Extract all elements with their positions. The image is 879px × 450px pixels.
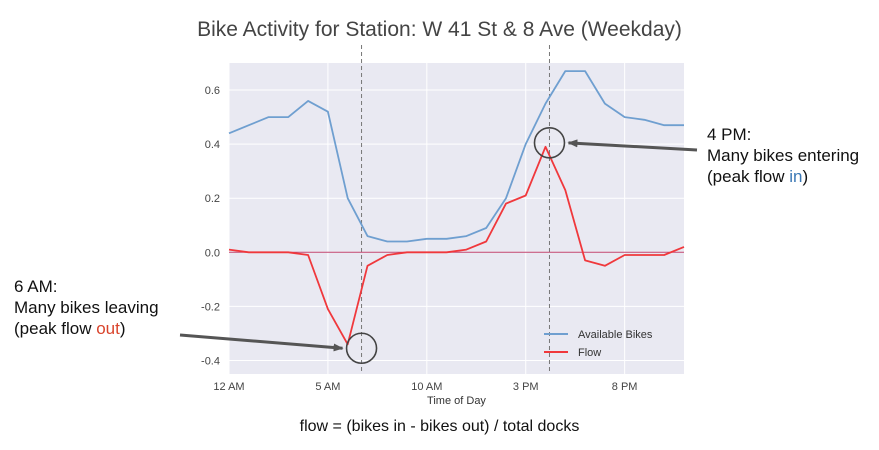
y-tick-label: 0.0 [205, 247, 220, 259]
x-axis-label: Time of Day [427, 395, 486, 407]
annotation-line: (peak flow out) [14, 318, 159, 339]
annotation-highlight-out: out [96, 319, 120, 338]
x-tick-label: 12 AM [213, 381, 244, 393]
chart-title: Bike Activity for Station: W 41 St & 8 A… [197, 18, 682, 41]
arrow-to-peak-out [179, 333, 344, 352]
annotation-line: 4 PM: [707, 125, 752, 144]
reference-lines [229, 45, 684, 374]
annotation-line: Many bikes entering [707, 146, 860, 165]
y-tick-label: 0.2 [205, 193, 220, 205]
flow-formula-caption: flow = (bikes in - bikes out) / total do… [299, 418, 580, 435]
legend: Available Bikes Flow [544, 329, 653, 359]
annotation-suffix: ) [119, 319, 126, 338]
arrow-to-peak-in [567, 139, 698, 152]
y-tick-label: -0.2 [201, 301, 220, 313]
y-tick-label: 0.6 [205, 85, 220, 97]
legend-label: Available Bikes [578, 329, 653, 341]
x-tick-label: 3 PM [513, 381, 539, 393]
series-lines [228, 70, 685, 346]
series-line-flow [228, 145, 685, 346]
legend-label: Flow [578, 347, 601, 359]
x-tick-label: 10 AM [411, 381, 442, 393]
annotation-prefix: (peak flow [14, 319, 97, 338]
peak-out-circle [345, 332, 378, 365]
annotation-line: (peak flow in) [707, 166, 859, 187]
y-tick-labels: 0.6 0.4 0.2 0.0 -0.2 -0.4 [201, 85, 220, 367]
annotation-6am: 6 AM: Many bikes leaving (peak flow out) [14, 276, 159, 339]
x-tick-label: 8 PM [612, 381, 638, 393]
annotation-prefix: (peak flow [707, 167, 790, 186]
annotation-suffix: ) [802, 167, 809, 186]
gridlines [228, 63, 684, 374]
callout-markers [179, 127, 698, 365]
y-tick-label: -0.4 [201, 355, 220, 367]
series-line-available-bikes [228, 70, 684, 243]
x-tick-labels: 12 AM 5 AM 10 AM 3 PM 8 PM [213, 381, 637, 393]
annotation-highlight-in: in [789, 167, 803, 186]
annotation-4pm: 4 PM: Many bikes entering (peak flow in) [707, 124, 859, 187]
x-tick-label: 5 AM [315, 381, 340, 393]
peak-in-circle [533, 127, 566, 159]
y-tick-label: 0.4 [205, 139, 220, 151]
annotation-line: Many bikes leaving [14, 298, 159, 317]
annotation-line: 6 AM: [14, 277, 58, 296]
plot-background [229, 63, 684, 374]
